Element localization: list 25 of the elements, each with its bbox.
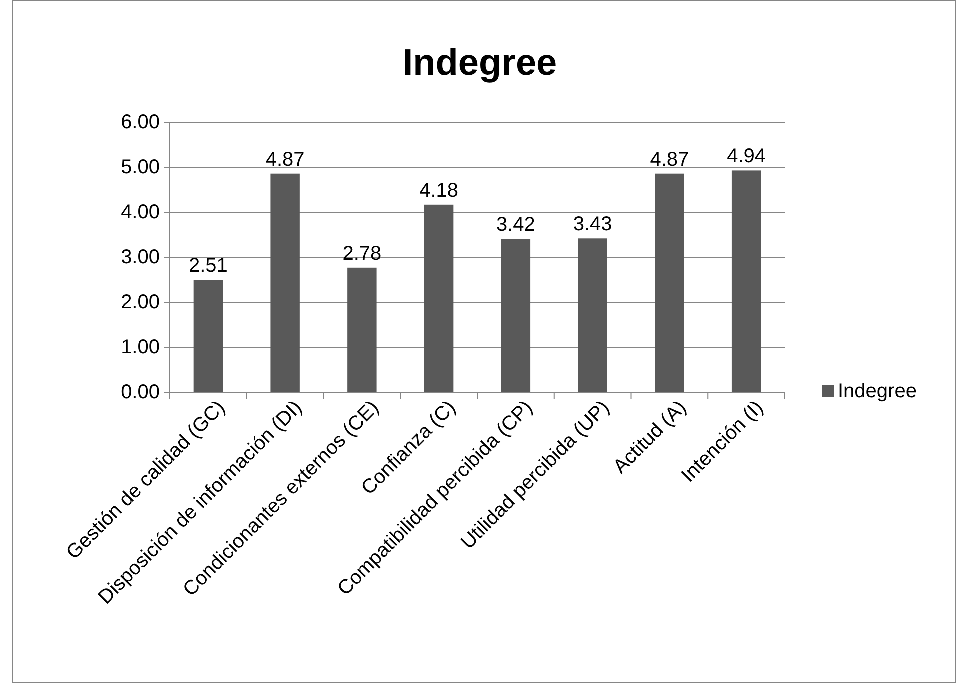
data-label: 2.78 — [342, 242, 382, 265]
y-tick-label: 6.00 — [121, 111, 160, 134]
data-label: 3.43 — [573, 214, 612, 236]
y-tick-label: 4.00 — [121, 201, 160, 224]
bar — [732, 170, 762, 393]
bar — [501, 239, 531, 393]
bar — [348, 268, 377, 393]
y-tick-label: 3.00 — [121, 246, 160, 268]
y-tick-label: 0.00 — [121, 381, 160, 404]
bar — [578, 238, 608, 393]
legend-label: Indegree — [838, 380, 917, 402]
bar — [655, 174, 684, 393]
y-tick-label: 5.00 — [121, 156, 160, 178]
bar — [270, 174, 300, 393]
data-label: 4.94 — [727, 146, 766, 168]
bar — [194, 280, 224, 393]
data-label: 4.18 — [420, 180, 459, 202]
data-label: 3.42 — [496, 214, 536, 236]
data-label: 4.87 — [266, 148, 305, 171]
y-tick-label: 2.00 — [121, 291, 160, 314]
y-tick-label: 1.00 — [121, 336, 160, 358]
data-label: 4.87 — [650, 148, 690, 171]
bar — [424, 204, 454, 393]
data-label: 2.51 — [188, 255, 228, 278]
chart-title: Indegree — [402, 42, 558, 83]
